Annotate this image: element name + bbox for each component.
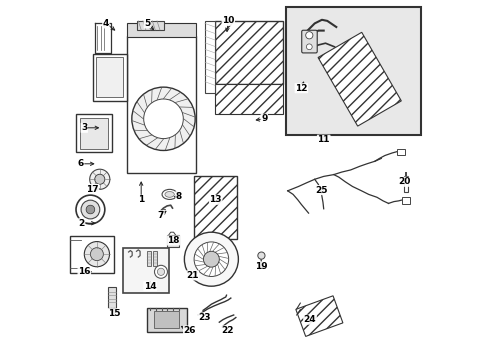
Text: 19: 19 [255,262,267,271]
Ellipse shape [162,189,177,199]
Text: 13: 13 [209,195,222,204]
Bar [397,149,405,155]
Text: 9: 9 [261,114,267,123]
Bar [215,84,283,114]
Text: 15: 15 [108,309,120,318]
Text: 12: 12 [295,84,307,93]
Bar [401,197,409,204]
Bar [403,176,407,192]
Circle shape [84,242,109,267]
Text: 25: 25 [315,186,327,195]
Text: 6: 6 [78,159,83,168]
Bar [76,114,112,152]
Text: 20: 20 [398,177,410,186]
Circle shape [132,87,195,150]
Bar [96,57,123,97]
Circle shape [157,268,164,275]
Text: 1: 1 [138,195,144,204]
FancyBboxPatch shape [301,30,317,53]
Text: 16: 16 [78,267,90,276]
Text: 5: 5 [144,19,150,28]
Circle shape [89,169,110,189]
Text: 3: 3 [81,123,87,132]
Text: 11: 11 [317,135,329,144]
Bar [146,251,151,266]
Bar [122,248,168,293]
Text: 23: 23 [198,313,210,322]
Text: 26: 26 [183,326,196,335]
Circle shape [154,265,167,278]
Text: 10: 10 [222,17,234,26]
Bar [93,54,127,101]
Bar [204,21,215,93]
Circle shape [194,242,228,276]
Bar [127,36,196,173]
Circle shape [203,251,219,267]
Circle shape [81,200,100,219]
Text: 7: 7 [158,211,164,220]
Bar [215,21,283,84]
Circle shape [143,99,183,139]
Bar [167,235,178,247]
Circle shape [76,195,104,224]
Bar [317,32,401,126]
Ellipse shape [164,192,174,197]
Circle shape [305,32,312,39]
Text: 4: 4 [102,19,109,28]
Text: 18: 18 [166,236,179,245]
Bar [194,176,236,239]
Text: 8: 8 [176,192,182,201]
Bar [295,296,342,336]
Circle shape [90,248,103,261]
Bar [152,251,157,266]
Circle shape [184,232,238,286]
Bar [108,287,116,308]
Text: 14: 14 [143,282,156,291]
Circle shape [95,174,104,184]
Bar [136,21,163,30]
Circle shape [306,44,311,50]
Circle shape [257,252,264,259]
Bar [127,23,196,37]
Text: 21: 21 [185,271,198,280]
Text: 24: 24 [303,315,316,324]
Bar [147,308,186,332]
Text: 22: 22 [221,326,233,335]
Text: 17: 17 [86,185,99,194]
Text: 2: 2 [79,219,85,228]
Bar [70,236,114,273]
Circle shape [86,205,95,214]
Bar [285,7,420,135]
Bar [80,118,108,149]
Bar [153,311,179,328]
